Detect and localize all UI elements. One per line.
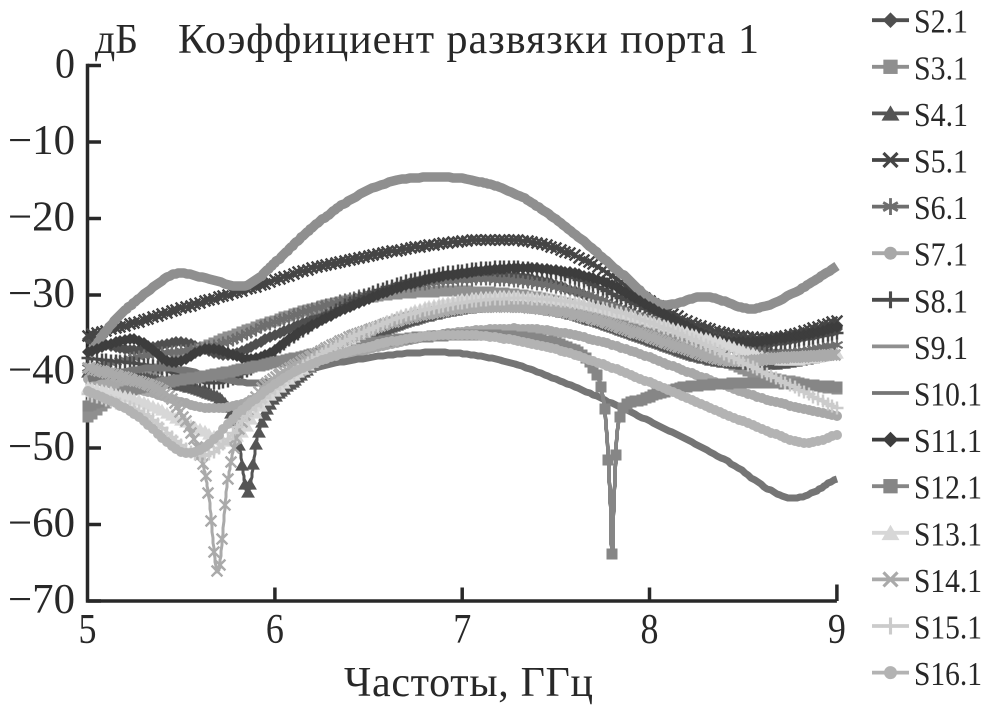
svg-text:S2.1: S2.1 bbox=[914, 4, 968, 41]
svg-text:6: 6 bbox=[266, 607, 284, 653]
svg-text:S4.1: S4.1 bbox=[914, 97, 968, 134]
svg-text:0: 0 bbox=[55, 42, 75, 88]
svg-text:−70: −70 bbox=[8, 577, 75, 623]
svg-text:S16.1: S16.1 bbox=[914, 656, 982, 693]
svg-text:5: 5 bbox=[79, 607, 97, 653]
svg-text:9: 9 bbox=[828, 607, 846, 653]
svg-text:S8.1: S8.1 bbox=[914, 283, 968, 320]
svg-text:S13.1: S13.1 bbox=[914, 516, 982, 553]
svg-text:Частоты, ГГц: Частоты, ГГц bbox=[344, 660, 593, 706]
svg-text:−60: −60 bbox=[8, 501, 75, 547]
svg-text:−40: −40 bbox=[8, 348, 75, 394]
svg-text:−50: −50 bbox=[8, 424, 75, 470]
svg-text:S9.1: S9.1 bbox=[914, 330, 968, 367]
svg-text:8: 8 bbox=[641, 607, 659, 653]
svg-text:S10.1: S10.1 bbox=[914, 377, 982, 414]
svg-text:S7.1: S7.1 bbox=[914, 237, 968, 274]
svg-text:7: 7 bbox=[453, 607, 471, 653]
svg-text:S6.1: S6.1 bbox=[914, 190, 968, 227]
svg-text:S11.1: S11.1 bbox=[914, 423, 982, 460]
svg-text:−30: −30 bbox=[8, 271, 75, 317]
svg-text:дБ: дБ bbox=[95, 17, 138, 63]
svg-text:S15.1: S15.1 bbox=[914, 610, 982, 647]
svg-text:S3.1: S3.1 bbox=[914, 50, 968, 87]
svg-text:−10: −10 bbox=[8, 118, 75, 164]
svg-text:S12.1: S12.1 bbox=[914, 470, 982, 507]
svg-text:S5.1: S5.1 bbox=[914, 144, 968, 181]
svg-text:Коэффициент развязки порта 1: Коэффициент развязки порта 1 bbox=[178, 17, 759, 63]
svg-text:−20: −20 bbox=[8, 195, 75, 241]
svg-text:S14.1: S14.1 bbox=[914, 563, 982, 600]
